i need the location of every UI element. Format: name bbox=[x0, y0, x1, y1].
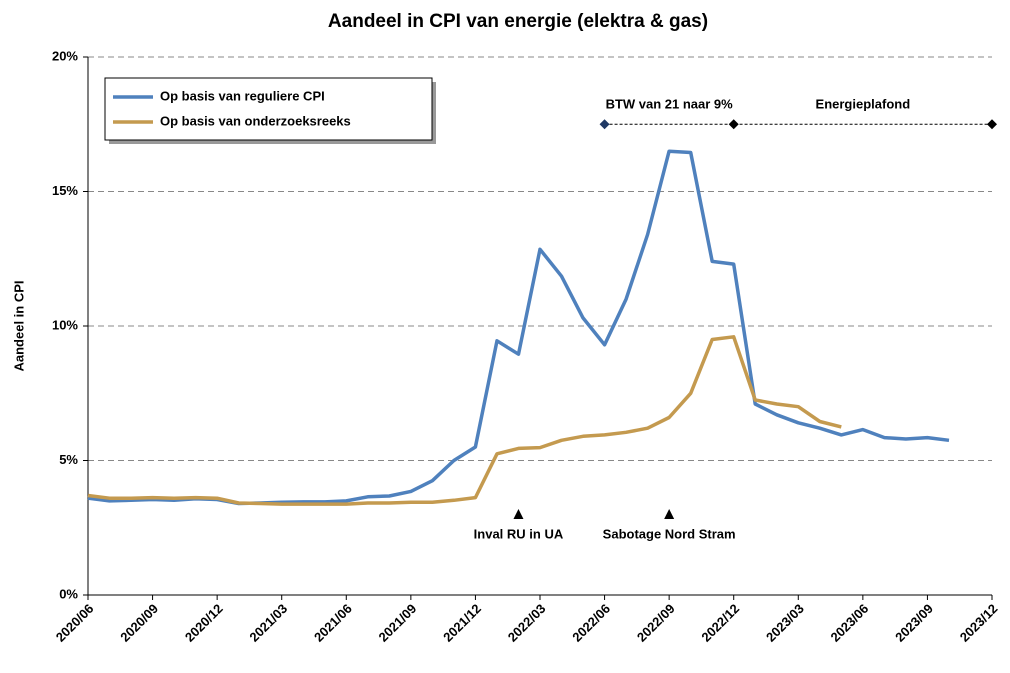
y-tick-label: 15% bbox=[52, 183, 78, 198]
x-tick-label: 2021/09 bbox=[376, 601, 420, 645]
x-tick-label: 2022/12 bbox=[698, 601, 742, 645]
x-tick-label: 2021/06 bbox=[311, 601, 355, 645]
y-tick-label: 5% bbox=[59, 452, 78, 467]
event-label: Inval RU in UA bbox=[474, 526, 564, 541]
x-tick-label: 2021/12 bbox=[440, 601, 484, 645]
legend bbox=[104, 77, 433, 141]
period-point bbox=[599, 119, 610, 130]
legend-label: Op basis van reguliere CPI bbox=[160, 88, 325, 103]
x-tick-label: 2023/03 bbox=[763, 601, 807, 645]
x-tick-label: 2020/06 bbox=[53, 601, 97, 645]
period-point bbox=[987, 119, 997, 130]
period-point bbox=[728, 119, 739, 130]
y-tick-label: 10% bbox=[52, 317, 78, 332]
series-line bbox=[87, 149, 950, 506]
event-label: Sabotage Nord Stram bbox=[603, 526, 736, 541]
legend-label: Op basis van onderzoeksreeks bbox=[160, 113, 351, 128]
x-tick-label: 2021/03 bbox=[246, 601, 290, 645]
y-tick-label: 0% bbox=[59, 586, 78, 601]
y-axis-label: Aandeel in CPI bbox=[11, 280, 26, 371]
event-marker bbox=[513, 509, 524, 519]
x-tick-label: 2023/06 bbox=[828, 601, 872, 645]
x-tick-label: 2023/12 bbox=[957, 601, 1001, 645]
x-tick-label: 2022/09 bbox=[634, 601, 678, 645]
y-tick-label: 20% bbox=[52, 48, 78, 63]
x-tick-label: 2020/12 bbox=[182, 601, 226, 645]
x-tick-label: 2020/09 bbox=[117, 601, 161, 645]
x-tick-label: 2023/09 bbox=[892, 601, 936, 645]
period-label: BTW van 21 naar 9% bbox=[606, 97, 734, 112]
x-tick-label: 2022/06 bbox=[569, 601, 613, 645]
x-tick-label: 2022/03 bbox=[505, 601, 549, 645]
series-line bbox=[87, 335, 842, 506]
event-marker bbox=[664, 509, 675, 519]
period-label: Energieplafond bbox=[816, 97, 911, 112]
chart-title: Aandeel in CPI van energie (elektra & ga… bbox=[328, 11, 708, 32]
